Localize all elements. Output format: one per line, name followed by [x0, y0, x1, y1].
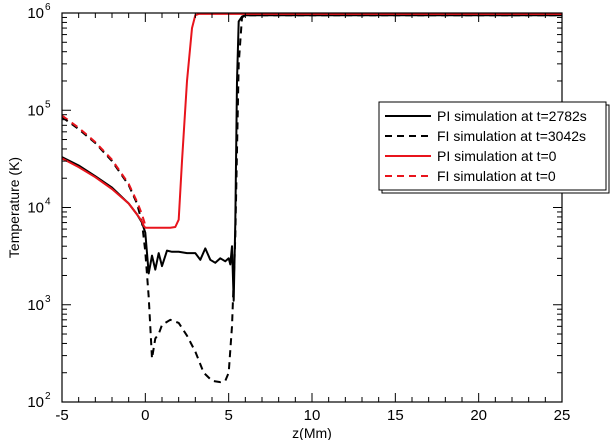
- y-tick-base: 10: [27, 200, 44, 217]
- y-tick-exponent: 5: [45, 99, 51, 110]
- y-tick-label: 10: [27, 102, 44, 119]
- axis-ticks: [61, 12, 563, 403]
- y-tick-label: 10: [27, 200, 44, 217]
- series-line-2: [62, 14, 562, 384]
- x-tick-label: 10: [304, 407, 321, 424]
- plot-lines: [62, 13, 562, 384]
- y-tick-base: 10: [27, 5, 44, 22]
- y-tick-label: 10: [27, 5, 44, 22]
- y-tick-label: 10: [27, 394, 44, 411]
- x-tick-label: 5: [224, 407, 232, 424]
- x-axis-title: z(Mm): [292, 425, 332, 440]
- y-tick-label: 10: [27, 297, 44, 314]
- y-tick-base: 10: [27, 297, 44, 314]
- legend-label: FI simulation at t=0: [437, 168, 556, 184]
- legend: PI simulation at t=2782s FI simulation at…: [378, 101, 610, 194]
- x-tick-label: 15: [387, 407, 404, 424]
- x-tick-label: -5: [55, 407, 68, 424]
- x-tick-label: 25: [554, 407, 571, 424]
- series-line-4: [62, 114, 147, 228]
- y-tick-exponent: 6: [45, 2, 51, 13]
- y-tick-exponent: 3: [45, 294, 51, 305]
- y-tick-base: 10: [27, 394, 44, 411]
- legend-label: PI simulation at t=0: [437, 148, 557, 164]
- y-tick-base: 10: [27, 102, 44, 119]
- legend-label: PI simulation at t=2782s: [437, 108, 587, 124]
- y-tick-exponent: 4: [45, 197, 51, 208]
- x-tick-label: 0: [141, 407, 149, 424]
- x-tick-label: 20: [470, 407, 487, 424]
- y-tick-exponent: 2: [45, 391, 51, 402]
- y-axis-title: Temperature (K): [6, 157, 22, 258]
- legend-label: FI simulation at t=3042s: [437, 128, 586, 144]
- plot-frame: [61, 12, 563, 403]
